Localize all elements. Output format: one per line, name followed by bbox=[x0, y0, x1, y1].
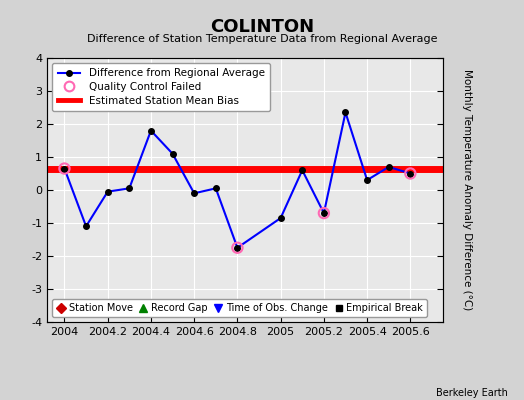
Text: Difference of Station Temperature Data from Regional Average: Difference of Station Temperature Data f… bbox=[87, 34, 437, 44]
Y-axis label: Monthly Temperature Anomaly Difference (°C): Monthly Temperature Anomaly Difference (… bbox=[462, 69, 472, 311]
Text: Berkeley Earth: Berkeley Earth bbox=[436, 388, 508, 398]
Point bbox=[233, 244, 242, 251]
Legend: Station Move, Record Gap, Time of Obs. Change, Empirical Break: Station Move, Record Gap, Time of Obs. C… bbox=[52, 299, 427, 317]
Point bbox=[406, 170, 414, 177]
Text: COLINTON: COLINTON bbox=[210, 18, 314, 36]
Point bbox=[60, 165, 69, 172]
Point bbox=[320, 210, 328, 216]
